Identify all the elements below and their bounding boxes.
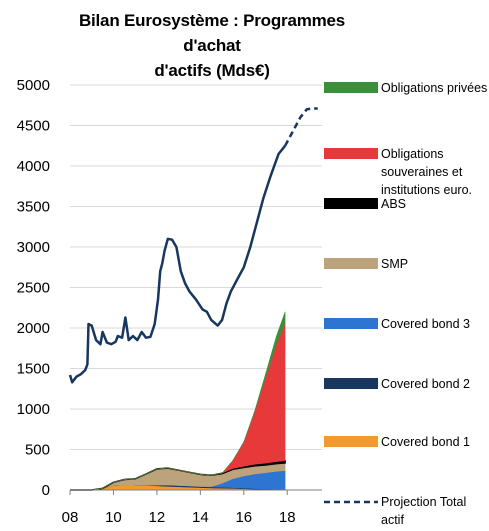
legend-swatch <box>324 258 378 269</box>
legend-label: Obligations <box>381 147 444 161</box>
legend-label: Obligations privées <box>381 81 487 95</box>
y-tick-label: 1500 <box>17 361 50 378</box>
projection-total-actif-line <box>283 107 318 147</box>
legend-label: Covered bond 1 <box>381 435 470 449</box>
y-tick-label: 500 <box>25 442 50 459</box>
chart-title-line-1: Bilan Eurosystème : Programmes d'achat <box>78 11 346 55</box>
legend-swatch <box>324 436 378 447</box>
legend-entry: Covered bond 2 <box>324 377 470 391</box>
legend-entry: SMP <box>324 257 408 271</box>
gridlines <box>70 84 322 450</box>
y-tick-label: 1000 <box>17 401 50 418</box>
legend-label: Covered bond 3 <box>381 317 470 331</box>
y-tick-label: 0 <box>42 482 50 499</box>
y-tick-label: 5000 <box>17 77 50 94</box>
y-tick-label: 3500 <box>17 199 50 216</box>
legend-swatch <box>324 318 378 329</box>
y-tick-label: 4000 <box>17 158 50 175</box>
area-obligations-priv-es <box>70 311 286 491</box>
legend-label: souveraines et <box>381 165 463 179</box>
legend-entry: Covered bond 3 <box>324 317 470 331</box>
legend-label: Projection Total <box>381 495 466 509</box>
legend-entry: Covered bond 1 <box>324 435 470 449</box>
legend-entry: ABS <box>324 197 406 211</box>
y-tick-label: 2500 <box>17 280 50 297</box>
stacked-areas <box>70 311 286 491</box>
x-tick-label: 12 <box>149 509 166 526</box>
legend-entry: Projection Total actif <box>324 495 466 527</box>
x-tick-label: 08 <box>62 509 79 526</box>
axes: 0 500 1000 1500 2000 2500 3000 3500 4000 4500 5000… <box>17 77 322 526</box>
y-tick-label: 2000 <box>17 320 50 337</box>
legend-label: institutions euro. <box>381 183 472 197</box>
legend-swatch <box>324 148 378 159</box>
series-lines <box>68 107 318 384</box>
x-tick-label: 18 <box>279 509 296 526</box>
x-tick-label: 10 <box>105 509 122 526</box>
chart-title-line-2: d'actifs (Mds€) <box>154 61 270 80</box>
x-tick-label: 14 <box>192 509 209 526</box>
y-tick-label: 3000 <box>17 239 50 256</box>
legend-label: actif <box>381 513 404 527</box>
legend-label: SMP <box>381 257 408 271</box>
legend-swatch <box>324 82 378 93</box>
legend-label: Covered bond 2 <box>381 377 470 391</box>
chart-title: Bilan Eurosystème : Programmes d'achat d… <box>62 8 362 83</box>
legend-swatch <box>324 378 378 389</box>
x-tick-label: 16 <box>235 509 252 526</box>
legend: Obligations privées Obligations souveraine… <box>324 81 487 527</box>
legend-entry: Obligations privées <box>324 81 487 95</box>
legend-label: ABS <box>381 197 406 211</box>
legend-swatch <box>324 198 378 209</box>
y-tick-label: 4500 <box>17 118 50 135</box>
total-actif-line <box>68 145 287 384</box>
legend-entry: Obligations souveraines et institutions eu… <box>324 147 472 197</box>
